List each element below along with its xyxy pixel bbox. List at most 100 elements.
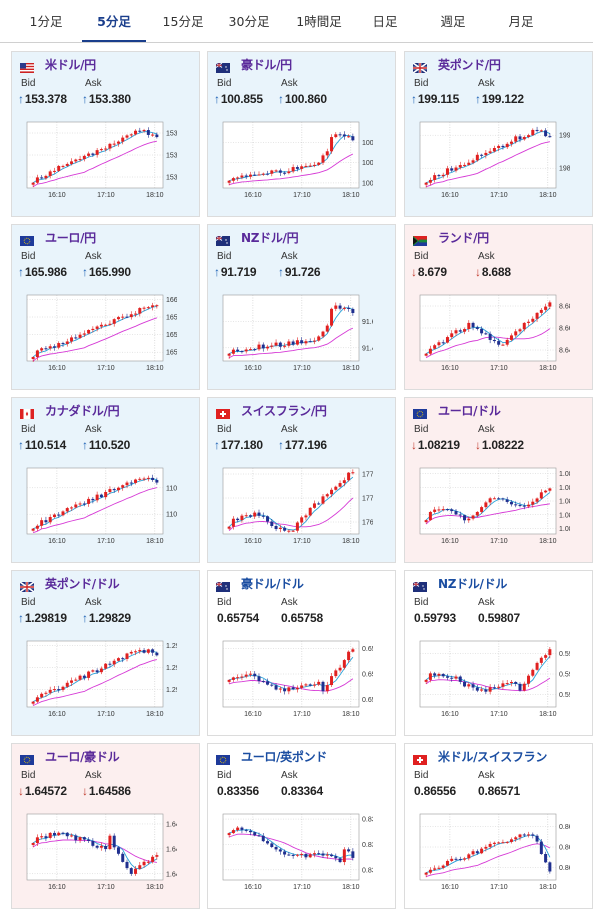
candlestick-chart[interactable]: 16:10 17:10 18:10 0.834 0.8335 0.833 xyxy=(217,810,384,899)
currency-card[interactable]: 豪ドル/円 Bid Ask ↑100.855 ↑100.860 16:10 17:10 18:… xyxy=(207,51,396,217)
chart-candle xyxy=(274,523,278,532)
chart-candle xyxy=(44,833,48,842)
chart-candle xyxy=(450,675,454,682)
pair-title[interactable]: ユーロ/英ポンド xyxy=(241,750,327,764)
tab-1hour[interactable]: 1時間足 xyxy=(296,14,342,29)
ask-value: 0.65758 xyxy=(281,611,323,625)
pair-title[interactable]: 米ドル/円 xyxy=(45,58,96,72)
chart-x-tick-label: 18:10 xyxy=(146,538,164,545)
chart-candle xyxy=(518,682,522,692)
tab-30min[interactable]: 30分足 xyxy=(228,14,270,29)
ask-value-text: 199.122 xyxy=(481,92,524,106)
currency-card[interactable]: 米ドル/スイスフラン Bid Ask 0.86556 0.86571 16:10 17:10… xyxy=(404,743,593,909)
pair-title[interactable]: 英ポンド/円 xyxy=(438,58,501,72)
chart-candle xyxy=(492,145,496,153)
chart-candle xyxy=(227,526,231,530)
chart-candle xyxy=(428,177,432,186)
currency-card[interactable]: 豪ドル/ドル Bid Ask 0.65754 0.65758 16:10 17:10 18:1… xyxy=(207,570,396,736)
chart-candle xyxy=(492,496,496,500)
arrow-up-icon: ↑ xyxy=(475,92,481,106)
currency-card[interactable]: 英ポンド/ドル Bid Ask ↑1.29819 ↑1.29829 16:10 17:10 1… xyxy=(11,570,200,736)
chart-candle xyxy=(48,344,52,351)
tab-15min[interactable]: 15分足 xyxy=(162,14,204,29)
ask-label: Ask xyxy=(85,770,102,781)
pair-title[interactable]: 英ポンド/ドル xyxy=(45,577,120,591)
currency-card[interactable]: ユーロ/英ポンド Bid Ask 0.83356 0.83364 16:10 17:10 18… xyxy=(207,743,396,909)
chart-x-tick-label: 18:10 xyxy=(342,884,360,891)
chart-candle xyxy=(539,489,543,500)
candlestick-chart[interactable]: 16:10 17:10 18:10 1.299 1.298 1.297 xyxy=(21,637,184,726)
pair-title[interactable]: ユーロ/円 xyxy=(45,231,96,245)
chart-candle xyxy=(248,347,252,351)
candlestick-chart[interactable]: 16:10 17:10 18:10 91.6 91.4 xyxy=(217,291,376,380)
tab-5min[interactable]: 5分足 xyxy=(82,0,146,42)
chart-candle xyxy=(31,528,35,532)
currency-card[interactable]: NZドル/円 Bid Ask ↑91.719 ↑91.726 16:10 17:10 18:1… xyxy=(207,224,396,390)
chart-y-tick-label: 1.081 xyxy=(559,512,570,519)
chart-candle xyxy=(441,172,445,179)
currency-card[interactable]: カナダドル/円 Bid Ask ↑110.514 ↑110.520 16:10 17:10 1… xyxy=(11,397,200,563)
tab-daily[interactable]: 日足 xyxy=(372,14,398,29)
chart-candle xyxy=(312,681,316,688)
candlestick-chart[interactable]: 16:10 17:10 18:10 0.658 0.657 0.656 xyxy=(217,637,380,726)
candlestick-chart[interactable]: 16:10 17:10 18:10 177.2 177 176.8 xyxy=(217,464,380,553)
chart-candle xyxy=(300,682,304,690)
chart-x-tick-label: 16:10 xyxy=(48,192,66,199)
tab-monthly[interactable]: 月足 xyxy=(508,14,534,29)
currency-card[interactable]: ユーロ/豪ドル Bid Ask ↓1.64572 ↓1.64586 16:10 17:10 1… xyxy=(11,743,200,909)
chart-candle xyxy=(283,525,287,532)
candlestick-chart[interactable]: 16:10 17:10 18:10 8.68 8.66 8.64 xyxy=(414,291,573,380)
ask-value: ↑199.122 xyxy=(475,92,524,106)
pair-title[interactable]: スイスフラン/円 xyxy=(241,404,327,418)
currency-card[interactable]: NZドル/ドル Bid Ask 0.59793 0.59807 16:10 17:10 18:… xyxy=(404,570,593,736)
pair-title[interactable]: 豪ドル/ドル xyxy=(241,577,304,591)
chart-candle xyxy=(116,315,120,321)
chart-candle xyxy=(82,836,86,842)
chart-candle xyxy=(40,175,44,180)
chart-y-tick-label: 198.5 xyxy=(559,166,570,173)
candlestick-chart[interactable]: 16:10 17:10 18:10 0.8665 0.866 0.8655 xyxy=(414,810,581,899)
currency-card[interactable]: ランド/円 Bid Ask ↓8.679 ↓8.688 16:10 17:10 18:10 8.… xyxy=(404,224,593,390)
ask-value-text: 153.380 xyxy=(88,92,131,106)
pair-title[interactable]: NZドル/ドル xyxy=(438,577,508,591)
chart-candle xyxy=(501,839,505,844)
candlestick-chart[interactable]: 16:10 17:10 18:10 166 165.8 165.6 165.4 xyxy=(21,291,184,380)
candlestick-chart[interactable]: 16:10 17:10 18:10 199 198.5 xyxy=(414,118,577,207)
currency-card[interactable]: スイスフラン/円 Bid Ask ↑177.180 ↑177.196 16:10 17:10… xyxy=(207,397,396,563)
pair-title[interactable]: ランド/円 xyxy=(438,231,489,245)
candlestick-chart[interactable]: 16:10 17:10 18:10 110.4 110.2 xyxy=(21,464,183,553)
chart-candle xyxy=(514,681,518,687)
chart-candle xyxy=(544,653,548,661)
currency-card[interactable]: 英ポンド/円 Bid Ask ↑199.115 ↑199.122 16:10 17:10 18… xyxy=(404,51,593,217)
tab-weekly[interactable]: 週足 xyxy=(440,14,466,29)
chart-candle xyxy=(475,684,479,693)
chart-x-tick-label: 18:10 xyxy=(146,711,164,718)
chart-candle xyxy=(458,328,462,333)
candlestick-chart[interactable]: 16:10 17:10 18:10 1.648 1.646 1.644 xyxy=(21,810,184,899)
pair-title[interactable]: 米ドル/スイスフラン xyxy=(438,750,548,764)
tab-1min[interactable]: 1分足 xyxy=(29,14,63,29)
chart-candle xyxy=(78,155,82,162)
candlestick-chart[interactable]: 16:10 17:10 18:10 100.8 100.6 100.4 xyxy=(217,118,380,207)
currency-card[interactable]: ユーロ/ドル Bid Ask ↓1.08219 ↓1.08222 16:10 17:10 18… xyxy=(404,397,593,563)
currency-card[interactable]: 米ドル/円 Bid Ask ↑153.378 ↑153.380 16:10 17:10 18:… xyxy=(11,51,200,217)
ask-value-text: 110.520 xyxy=(88,438,131,452)
ask-label: Ask xyxy=(478,424,495,435)
pair-title[interactable]: ユーロ/ドル xyxy=(438,404,501,418)
candlestick-chart[interactable]: 16:10 17:10 18:10 153.4 153.2 153 xyxy=(21,118,184,207)
chart-candle xyxy=(458,161,462,170)
candlestick-chart[interactable]: 16:10 17:10 18:10 0.598 0.5975 0.597 xyxy=(414,637,581,726)
chart-candle xyxy=(488,684,492,695)
chart-candle xyxy=(142,128,146,133)
chart-candle xyxy=(40,833,44,840)
chart-candle xyxy=(52,344,56,351)
ask-value: ↑1.29829 xyxy=(82,611,131,625)
pair-title[interactable]: ユーロ/豪ドル xyxy=(45,750,120,764)
pair-title[interactable]: NZドル/円 xyxy=(241,231,299,245)
chart-candle xyxy=(312,337,316,345)
chart-candle xyxy=(518,133,522,143)
candlestick-chart[interactable]: 16:10 17:10 18:10 1.0825 1.082 1.0815 1.081 1.0… xyxy=(414,464,581,553)
currency-card[interactable]: ユーロ/円 Bid Ask ↑165.986 ↑165.990 16:10 17:10 18:… xyxy=(11,224,200,390)
pair-title[interactable]: 豪ドル/円 xyxy=(241,58,292,72)
pair-title[interactable]: カナダドル/円 xyxy=(45,404,120,418)
